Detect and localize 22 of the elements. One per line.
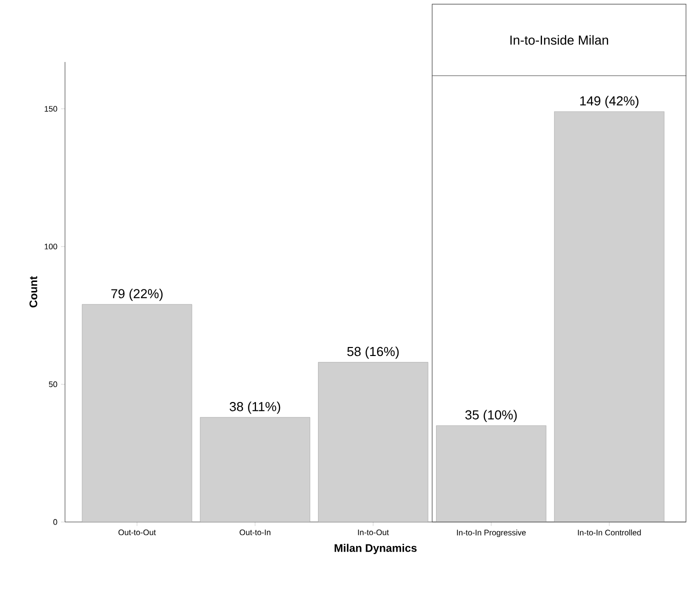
bar — [318, 362, 428, 522]
y-axis-title: Count — [29, 276, 38, 308]
bar — [200, 417, 310, 522]
x-tick-label: In-to-Out — [358, 530, 389, 536]
y-tick-label: 0 — [53, 519, 58, 525]
bar — [436, 425, 546, 522]
y-tick-label: 50 — [48, 381, 58, 388]
data-label: 35 (10%) — [465, 410, 517, 422]
data-label: 38 (11%) — [230, 402, 280, 414]
x-tick-label: In-to-In Progressive — [457, 530, 526, 537]
x-tick-label: Out-to-In — [240, 530, 270, 536]
bar — [554, 111, 664, 522]
data-label: 149 (42%) — [580, 96, 638, 108]
x-axis-title: Milan Dynamics — [334, 544, 417, 554]
x-tick-label: Out-to-Out — [118, 530, 156, 536]
text: In-to-Inside Milan — [510, 35, 608, 45]
bar — [82, 304, 192, 522]
x-tick-label: In-to-In Controlled — [578, 530, 641, 536]
y-tick-label: 150 — [44, 106, 58, 112]
data-label: 79 (22%) — [111, 288, 163, 301]
y-tick-label: 100 — [44, 244, 58, 250]
data-label: 58 (16%) — [347, 346, 399, 359]
